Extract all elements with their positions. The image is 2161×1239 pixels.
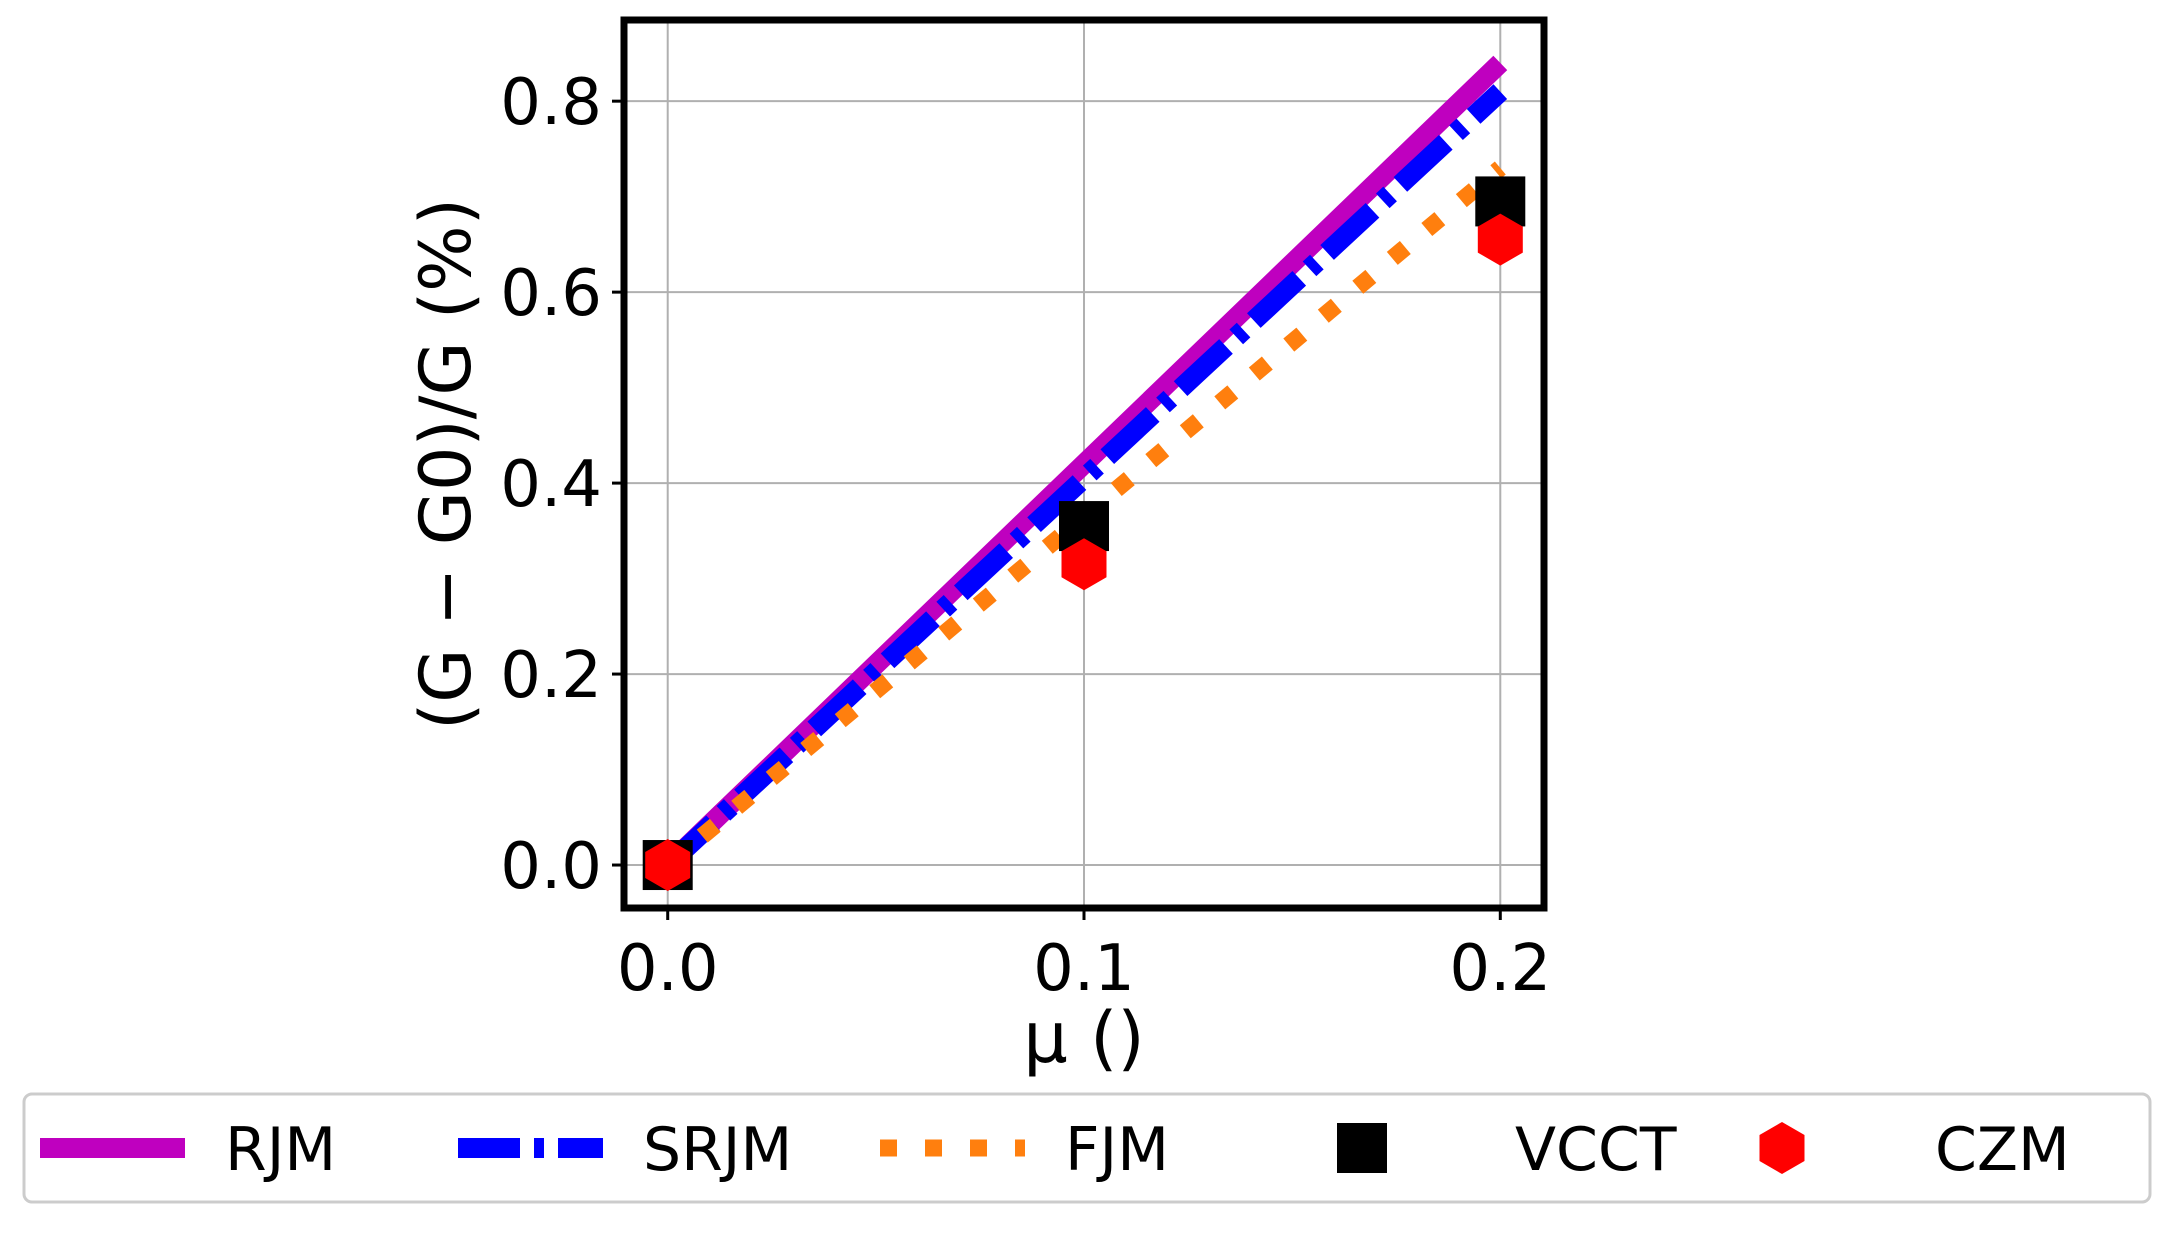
legend-czm-swatch	[1759, 1122, 1805, 1174]
x-axis-label: μ ()	[1023, 997, 1144, 1079]
y-axis-label: (G − G0)/G (%)	[405, 198, 487, 730]
srjm-line	[660, 84, 1508, 873]
czm-marker	[1477, 213, 1523, 266]
x-tick-label: 0.2	[1449, 932, 1551, 1006]
x-tick-label: 0.0	[617, 932, 719, 1006]
plot-series	[642, 55, 1526, 891]
czm-marker	[1061, 538, 1107, 591]
rjm-line	[660, 55, 1508, 873]
czm-marker	[645, 839, 691, 891]
y-tick-label: 0.0	[500, 830, 602, 904]
legend-box	[22, 1092, 2152, 1204]
y-tick-label: 0.4	[500, 448, 602, 522]
x-tick-label: 0.1	[1033, 932, 1135, 1006]
y-tick-label: 0.2	[500, 639, 602, 713]
y-tick-label: 0.8	[500, 66, 602, 140]
legend-czm-label: CZM	[1935, 1115, 2070, 1185]
legend-srjm-label: SRJM	[643, 1115, 792, 1185]
legend: RJM SRJM FJM VCCT CZM	[22, 1092, 2152, 1204]
y-tick-label: 0.6	[500, 257, 602, 331]
legend-fjm-label: FJM	[1065, 1115, 1169, 1185]
legend-vcct-label: VCCT	[1515, 1115, 1677, 1185]
legend-rjm-label: RJM	[225, 1115, 336, 1185]
legend-vcct-swatch	[1337, 1123, 1387, 1173]
axis-ticks: 0.0 0.1 0.2 0.0 0.2 0.4 0.6 0.8	[500, 66, 1551, 1006]
